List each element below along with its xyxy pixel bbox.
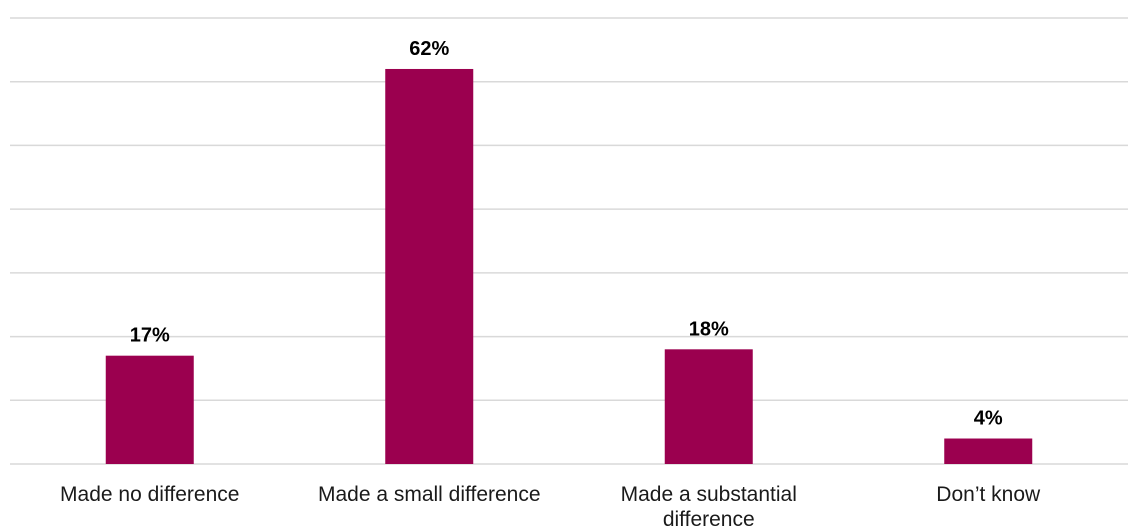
bar	[385, 68, 474, 464]
bars	[105, 68, 1033, 464]
category-label: Made no difference	[60, 483, 239, 506]
data-label: 4%	[974, 408, 1003, 430]
gridlines	[10, 17, 1128, 465]
data-label: 18%	[689, 318, 729, 340]
data-label: 17%	[130, 325, 170, 347]
category-label: Don’t know	[936, 483, 1041, 506]
bar	[944, 438, 1033, 464]
bar	[105, 355, 194, 464]
category-label: difference	[663, 508, 755, 529]
data-label: 62%	[409, 38, 449, 60]
category-label: Made a small difference	[318, 483, 541, 506]
category-label: Made a substantial	[621, 483, 797, 506]
bar	[664, 349, 753, 464]
category-labels: Made no difference Made a small differenc…	[60, 483, 1041, 529]
data-labels: 17% 62% 18% 4%	[130, 38, 1003, 430]
